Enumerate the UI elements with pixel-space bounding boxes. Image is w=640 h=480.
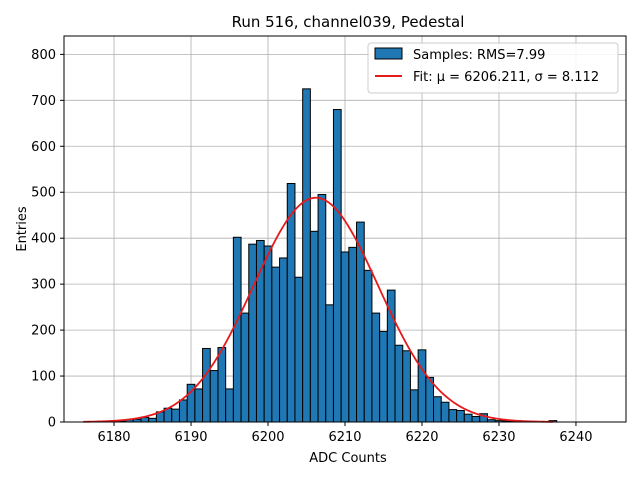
histogram-bar bbox=[255, 239, 265, 423]
histogram-bar bbox=[409, 389, 419, 423]
legend-box bbox=[367, 42, 619, 94]
y-axis-ticks: 0 100 200 300 400 500 600 700 800 bbox=[31, 48, 64, 431]
x-tick-label: 6180 bbox=[97, 430, 130, 445]
histogram-bars bbox=[109, 88, 558, 423]
y-tick-label: 100 bbox=[31, 370, 56, 385]
histogram-bar bbox=[302, 88, 311, 423]
chart-title: Run 516, channel039, Pedestal bbox=[232, 13, 465, 31]
y-tick-label: 200 bbox=[31, 324, 56, 339]
histogram-bar bbox=[325, 304, 334, 423]
fit-curve bbox=[83, 196, 553, 423]
histogram-bar bbox=[425, 376, 435, 423]
y-tick-label: 500 bbox=[31, 186, 56, 201]
x-tick-label: 6210 bbox=[328, 430, 361, 445]
x-tick-label: 6220 bbox=[405, 430, 438, 445]
histogram-bar bbox=[402, 350, 411, 423]
histogram-bar bbox=[194, 388, 204, 423]
y-tick-label: 800 bbox=[31, 48, 56, 63]
histogram-bar bbox=[394, 344, 404, 423]
histogram-bar bbox=[240, 312, 250, 423]
histogram-bar bbox=[348, 246, 358, 423]
histogram-bar bbox=[263, 245, 273, 423]
histogram-bar bbox=[332, 109, 342, 423]
histogram-bar bbox=[294, 276, 304, 423]
histogram-bar bbox=[371, 312, 381, 423]
y-tick-label: 0 bbox=[48, 416, 56, 431]
histogram-bar bbox=[232, 236, 242, 423]
y-tick-label: 300 bbox=[31, 278, 56, 293]
histogram-bar bbox=[217, 347, 227, 423]
histogram-bar bbox=[448, 409, 458, 423]
histogram-bar bbox=[456, 410, 465, 423]
histogram-bar bbox=[178, 399, 188, 423]
histogram-bar bbox=[148, 417, 157, 423]
histogram-bar bbox=[440, 401, 450, 423]
histogram-bar bbox=[279, 257, 288, 423]
histogram-bar bbox=[202, 347, 211, 423]
legend-histogram-swatch bbox=[374, 47, 403, 60]
legend-histogram-label: Samples: RMS=7.99 bbox=[413, 48, 545, 63]
histogram-bar bbox=[417, 349, 427, 423]
histogram-bar bbox=[433, 396, 442, 423]
histogram-bar bbox=[363, 269, 373, 423]
histogram-bar bbox=[340, 251, 350, 423]
y-axis-label: Entries bbox=[15, 206, 30, 252]
histogram-bar bbox=[225, 388, 234, 423]
legend: Samples: RMS=7.99 Fit: μ = 6206.211, σ =… bbox=[367, 42, 619, 94]
histogram-bar bbox=[209, 370, 219, 423]
histogram-bar bbox=[463, 413, 473, 423]
histogram-bar bbox=[309, 230, 319, 423]
y-tick-label: 400 bbox=[31, 232, 56, 247]
histogram-bar bbox=[271, 266, 281, 423]
x-axis-ticks: 6180 6190 6200 6210 6220 6230 6240 bbox=[97, 422, 593, 445]
legend-fit-label: Fit: μ = 6206.211, σ = 8.112 bbox=[413, 70, 599, 85]
x-tick-label: 6200 bbox=[251, 430, 284, 445]
histogram-bar bbox=[379, 330, 388, 423]
y-tick-label: 600 bbox=[31, 140, 56, 155]
x-tick-label: 6240 bbox=[559, 430, 592, 445]
histogram-bar bbox=[248, 243, 257, 423]
y-tick-label: 700 bbox=[31, 94, 56, 109]
histogram-bar bbox=[471, 415, 481, 423]
x-axis-label: ADC Counts bbox=[309, 451, 387, 466]
fit-curve-line bbox=[83, 196, 553, 423]
histogram-bar bbox=[317, 194, 327, 423]
x-tick-label: 6190 bbox=[174, 430, 207, 445]
histogram-bar bbox=[171, 408, 180, 423]
x-tick-label: 6230 bbox=[482, 430, 515, 445]
